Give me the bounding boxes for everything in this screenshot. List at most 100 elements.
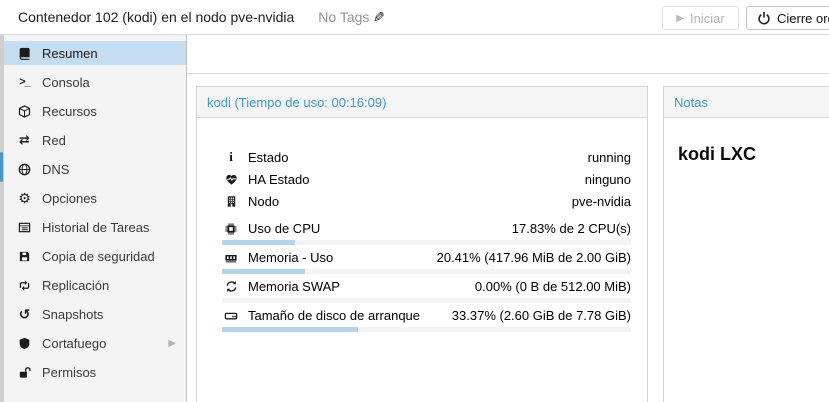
notes-panel-title: Notas [674,94,708,110]
meter-text-row: Memoria - Uso 20.41% (417.96 MiB de 2.00 … [222,249,631,266]
progress-bar-fill [222,327,359,332]
swap-icon [222,280,240,293]
status-row-label: Nodo [248,193,280,209]
status-row-nodo: Nodo pve-nvidia [222,190,631,212]
status-row-value: running [587,149,631,165]
task-list-icon [16,219,33,235]
meter-memoria-swap: Memoria SWAP 0.00% (0 B de 512.00 MiB) [222,278,631,303]
status-row-value: ninguno [584,171,631,187]
notes-panel-header: Notas [664,87,829,118]
sidebar-item-label: Red [42,132,66,148]
status-panel-header: kodi (Tiempo de uso: 00:16:09) [197,87,647,118]
sidebar-item-historial-de-tareas[interactable]: Historial de Tareas [4,215,186,239]
content-area: kodi (Tiempo de uso: 00:16:09) i Estado ru… [187,35,829,402]
network-icon: ⇄ [19,132,30,147]
sidebar-item-label: Recursos [42,103,97,119]
progress-bar-track [222,269,631,274]
memory-icon [222,251,240,265]
progress-bar-fill [222,240,295,245]
cube-icon [16,103,33,119]
header-bar: Contenedor 102 (kodi) en el nodo pve-nvi… [0,0,829,35]
meter-value: 17.83% de 2 CPU(s) [511,221,631,236]
sidebar-item-cortafuego[interactable]: Cortafuego ▶ [4,331,186,355]
status-panel: kodi (Tiempo de uso: 00:16:09) i Estado ru… [196,86,648,402]
sidebar-item-label: Copia de seguridad [42,248,155,264]
globe-icon [16,161,33,177]
disk-icon [222,309,240,323]
status-table: i Estado running HA Estado ninguno Nodo pve-nv… [197,118,647,332]
sidebar-item-label: Historial de Tareas [42,219,150,235]
notes-body[interactable]: kodi LXC [664,118,829,191]
progress-bar-track [222,240,631,245]
start-button-label: Iniciar [690,10,725,26]
info-icon: i [229,149,233,164]
page-title: Contenedor 102 (kodi) en el nodo pve-nvi… [18,9,295,25]
terminal-icon: >_ [19,76,31,88]
status-row-label: Estado [248,149,289,165]
meter-value: 0.00% (0 B de 512.00 MiB) [474,279,631,294]
sidebar-item-label: Permisos [42,364,97,380]
unlock-icon [16,364,33,380]
meter-uso-de-cpu: Uso de CPU 17.83% de 2 CPU(s) [222,220,631,245]
sidebar-item-permisos[interactable]: Permisos [4,360,186,384]
replication-icon [16,277,33,293]
building-icon [222,195,240,208]
sidebar-item-label: Consola [42,74,90,90]
sidebar-item-replicacion[interactable]: Replicación [4,273,186,297]
tree-scrollbar-thumb[interactable] [0,152,3,182]
sidebar-item-recursos[interactable]: Recursos [4,99,186,123]
gear-icon: ⚙ [18,189,31,206]
power-icon [757,11,771,25]
progress-bar-fill [222,269,306,274]
sidebar-item-snapshots[interactable]: ↺ Snapshots [4,302,186,326]
progress-bar-track [222,327,631,332]
book-icon [16,45,33,61]
status-row-label: HA Estado [248,171,310,187]
meter-text-row: Uso de CPU 17.83% de 2 CPU(s) [222,220,631,237]
status-row-estado: i Estado running [222,146,631,168]
sidebar-item-resumen[interactable]: Resumen [4,41,186,65]
progress-bar-track [222,298,631,303]
start-button[interactable]: ▶ Iniciar [662,6,739,30]
meter-label: Memoria - Uso [248,250,334,265]
backup-floppy-icon [16,248,33,264]
sidebar-item-label: Opciones [42,190,97,206]
submenu-chevron-icon: ▶ [168,337,176,349]
sidebar-item-label: Replicación [42,277,110,293]
sidebar-item-label: Resumen [42,45,98,61]
sidebar-item-dns[interactable]: DNS [4,157,186,181]
shutdown-button-label: Cierre ordenado [777,10,829,26]
sidebar-item-label: DNS [42,161,70,177]
meter-text-row: Tamaño de disco de arranque 33.37% (2.60 … [222,307,631,324]
sidebar-item-consola[interactable]: >_ Consola [4,70,186,94]
history-icon: ↺ [18,305,31,322]
resource-meters: Uso de CPU 17.83% de 2 CPU(s) Memoria - Us… [222,220,631,332]
meter-memoria-uso: Memoria - Uso 20.41% (417.96 MiB de 2.00 … [222,249,631,274]
meter-label: Tamaño de disco de arranque [248,308,421,323]
sidebar-item-copia-de-seguridad[interactable]: Copia de seguridad [4,244,186,268]
tree-panel-edge [0,35,4,402]
tags-label: No Tags [318,8,370,25]
shield-icon [16,335,33,351]
content-toolbar [187,35,829,74]
meter-label: Uso de CPU [248,221,321,236]
status-panel-title: kodi (Tiempo de uso: 00:16:09) [207,94,387,110]
tags-control[interactable]: No Tags ✎ [318,9,385,26]
meter-value: 20.41% (417.96 MiB de 2.00 GiB) [436,250,631,265]
meter-text-row: Memoria SWAP 0.00% (0 B de 512.00 MiB) [222,278,631,295]
edit-tags-pencil-icon: ✎ [373,8,386,25]
sidebar-menu: Resumen >_ Consola Recursos ⇄ Red DNS ⚙ Opciones… [4,35,187,402]
status-row-value: pve-nvidia [571,193,631,209]
notes-content: kodi LXC [678,144,757,164]
sidebar-item-red[interactable]: ⇄ Red [4,128,186,152]
sidebar-item-opciones[interactable]: ⚙ Opciones [4,186,186,210]
cpu-icon [222,222,240,236]
play-icon: ▶ [676,12,684,24]
meter-tama-o-de-disco-de-arranque: Tamaño de disco de arranque 33.37% (2.60 … [222,307,631,332]
meter-value: 33.37% (2.60 GiB de 7.78 GiB) [451,308,631,323]
shutdown-button[interactable]: Cierre ordenado [746,6,829,30]
sidebar-item-label: Snapshots [42,306,104,322]
heartbeat-icon [222,173,240,186]
notes-panel: Notas kodi LXC [663,86,829,402]
